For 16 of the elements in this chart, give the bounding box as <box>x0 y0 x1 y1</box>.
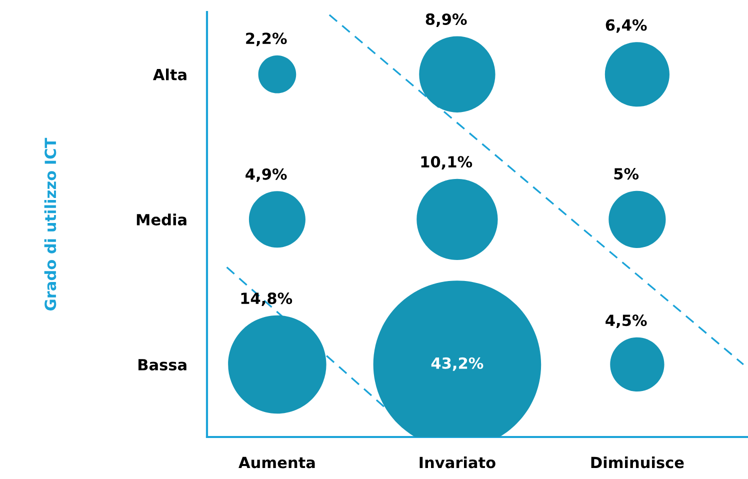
data-label: 14,8% <box>241 292 292 306</box>
text: Bassa <box>138 359 186 370</box>
data-label: 5% <box>614 168 639 180</box>
data-label: 4,5% <box>606 314 647 328</box>
text: Media <box>136 214 186 226</box>
category-label: Aumenta <box>238 456 315 468</box>
text: Alta <box>152 68 186 80</box>
data-label: 8,9% <box>426 13 467 27</box>
data-label: 10,1% <box>421 156 472 170</box>
category-label: Diminuisce <box>591 456 684 468</box>
data-label: 2,2% <box>246 32 287 46</box>
data-label: 6,4% <box>606 19 647 33</box>
data-label: 43,2% <box>431 357 484 371</box>
data-label: 4,9% <box>246 168 287 182</box>
category-label: Invariato <box>420 456 496 468</box>
text: Grado di utilizzo ICT <box>44 138 56 310</box>
